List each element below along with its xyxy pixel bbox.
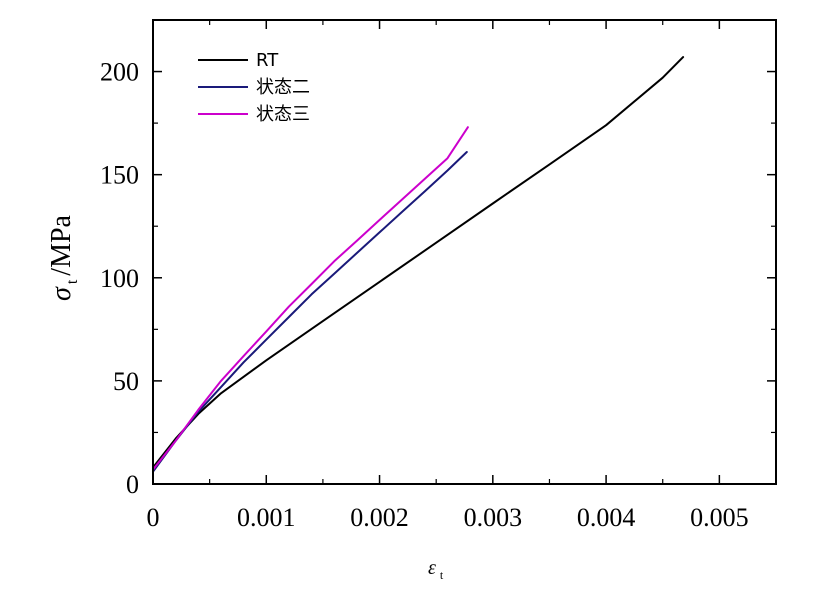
- x-tick-label: 0.001: [237, 503, 296, 532]
- x-axis-subscript: t: [440, 568, 444, 582]
- y-axis-unit: /MPa: [46, 214, 77, 275]
- legend-label-2: 状态三: [256, 104, 310, 125]
- y-tick-label: 200: [100, 58, 139, 87]
- x-tick-label: 0.002: [350, 503, 409, 532]
- y-tick-label: 0: [126, 470, 139, 499]
- ticks-layer: 0 0.001 0.002 0.003 0.004 0.005 0 50 100 150 200: [100, 20, 776, 532]
- y-axis-label: σt/MPa: [46, 214, 81, 301]
- x-tick-label: 0: [147, 503, 160, 532]
- x-axis-symbol: ε: [428, 557, 436, 579]
- y-tick-label: 150: [100, 161, 139, 190]
- x-tick-label: 0.003: [464, 503, 523, 532]
- y-tick-label: 100: [100, 264, 139, 293]
- series-line-2: [152, 126, 469, 471]
- x-tick-label: 0.004: [577, 503, 636, 532]
- series-layer: [152, 56, 685, 473]
- legend-label-1: 状态二: [256, 77, 310, 98]
- y-axis-subscript: t: [64, 279, 81, 284]
- series-line-1: [152, 151, 468, 473]
- legend-label-0: RT: [256, 50, 279, 71]
- series-line-0: [152, 56, 685, 469]
- plot-area: 0 0.001 0.002 0.003 0.004 0.005 0 50 100 150 200: [100, 19, 777, 532]
- y-axis-symbol: σ: [46, 286, 77, 301]
- x-tick-label: 0.005: [690, 503, 749, 532]
- plot-frame: [152, 19, 777, 485]
- y-tick-label: 50: [113, 367, 139, 396]
